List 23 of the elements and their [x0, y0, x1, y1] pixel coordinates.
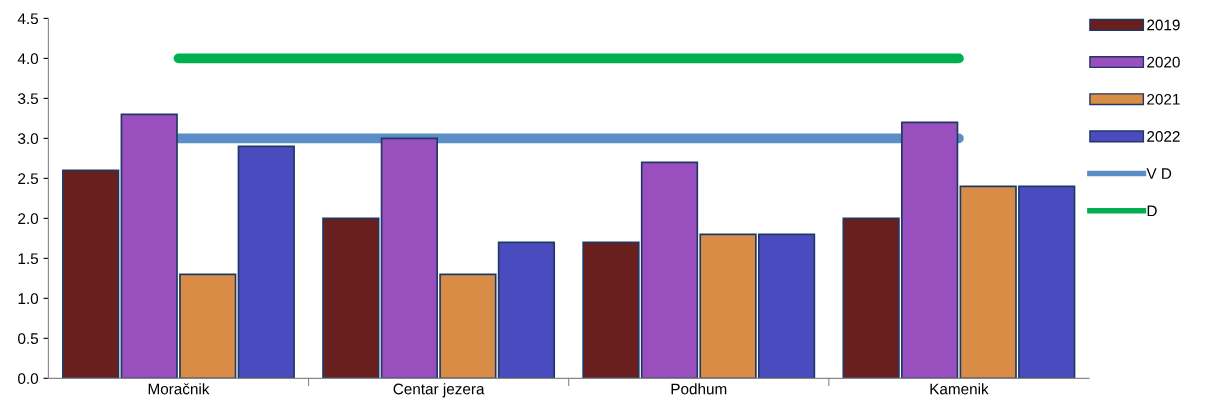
y-tick-label: 0.0: [18, 373, 39, 385]
y-tick-label: 1.5: [18, 253, 39, 265]
y-tick-label: 2.0: [18, 213, 39, 225]
y-tick-label: 3.5: [18, 93, 39, 105]
legend-label: 2022: [1147, 131, 1180, 142]
y-tick-label: 4.5: [17, 13, 39, 25]
x-tick-label: Kamenik: [930, 383, 989, 395]
legend-label: D: [1147, 205, 1157, 217]
x-tick-label: Moračnik: [148, 383, 210, 395]
legend-label: 2021: [1147, 93, 1180, 105]
bar: [237, 145, 295, 379]
bar: [322, 217, 380, 379]
y-tick-label: 2.5: [18, 173, 39, 185]
legend-label: 2020: [1147, 56, 1180, 68]
x-tick-label: Podhum: [671, 383, 727, 395]
legend-label: 2019: [1147, 19, 1180, 31]
legend-label: V D: [1146, 168, 1172, 179]
y-tick-label: 1.0: [18, 293, 39, 305]
x-tick-label: Centar jezera: [393, 383, 485, 398]
y-tick-label: 3.0: [18, 133, 39, 145]
y-tick-label: 4.0: [17, 53, 39, 65]
bar: [62, 169, 120, 379]
y-tick-label: 0.5: [18, 333, 39, 345]
